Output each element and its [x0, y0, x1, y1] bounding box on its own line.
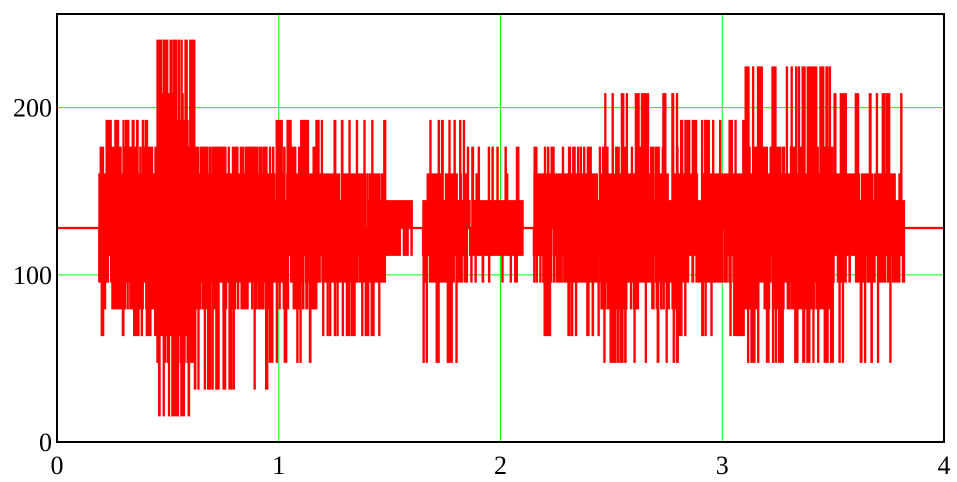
tick-labels: 0 1 2 3 4 0 100 200	[13, 94, 951, 480]
plot-frame	[56, 13, 945, 443]
y-tick-label: 0	[39, 428, 52, 457]
y-tick-label: 200	[13, 94, 52, 123]
y-tick-label: 100	[13, 261, 52, 290]
x-tick-label: 0	[51, 451, 64, 480]
signal-series-line	[57, 39, 944, 417]
x-tick-label: 1	[272, 451, 285, 480]
x-tick-label: 2	[494, 451, 507, 480]
series-line	[57, 39, 944, 417]
x-tick-label: 4	[938, 451, 951, 480]
x-tick-label: 3	[716, 451, 729, 480]
